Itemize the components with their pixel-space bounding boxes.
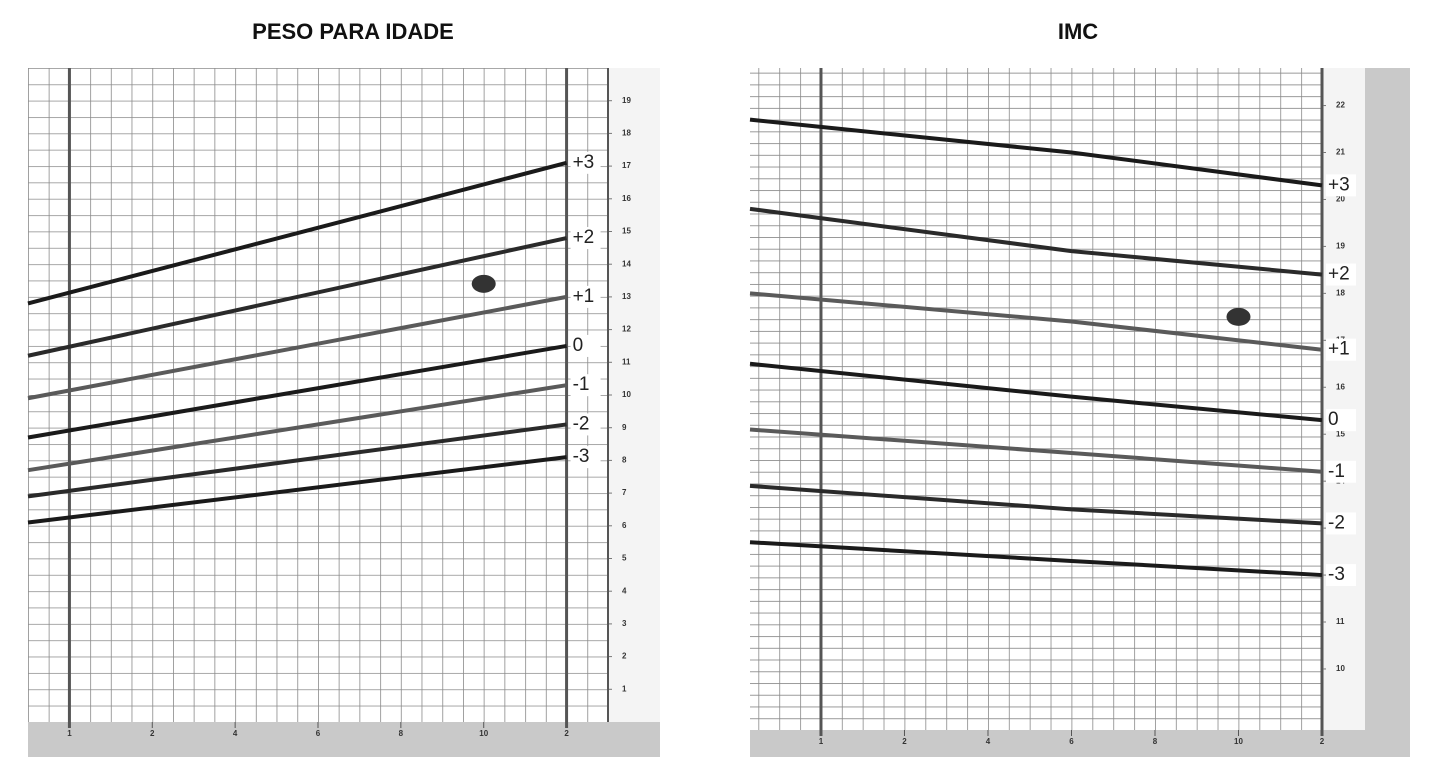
- series-label-bg: [570, 151, 601, 174]
- series-label-bg: [1326, 460, 1356, 483]
- series-label: -2: [1328, 512, 1345, 533]
- series-label: +1: [573, 286, 595, 307]
- series-label-bg: [1326, 409, 1356, 432]
- series-label-bg: [1326, 564, 1356, 587]
- series-label-bg: [1326, 512, 1356, 535]
- series-label: +2: [1328, 264, 1350, 285]
- y-tick-label: 1: [622, 684, 627, 693]
- series-label: -3: [573, 446, 590, 467]
- series-label-bg: [570, 446, 601, 469]
- y-tick-label: 2: [622, 652, 627, 661]
- chart-title: PESO PARA IDADE: [252, 19, 454, 44]
- y-tick-label: 18: [1336, 288, 1345, 297]
- series-label-bg: [570, 374, 601, 397]
- z-score-curve: [27, 383, 567, 473]
- x-tick-label: 2: [564, 729, 569, 738]
- label-strip: [608, 68, 660, 722]
- series-label-bg: [1326, 338, 1356, 361]
- plot-area: [750, 68, 1322, 730]
- series-label: -1: [573, 374, 590, 395]
- y-tick-label: 6: [622, 521, 627, 530]
- y-tick-label: 22: [1336, 101, 1345, 110]
- series-label-bg: [1326, 263, 1356, 286]
- series-label-bg: [570, 334, 601, 357]
- y-tick-label: 5: [622, 554, 627, 563]
- z-score-curve: [27, 455, 567, 525]
- x-tick-label: 1: [819, 737, 824, 746]
- y-tick-label: 4: [622, 586, 627, 595]
- y-tick-label: 19: [622, 96, 631, 105]
- y-tick-label: 15: [622, 227, 631, 236]
- z-score-curve: [749, 206, 1323, 277]
- z-score-curve: [749, 540, 1323, 578]
- y-tick-label: 16: [1336, 382, 1345, 391]
- x-tick-label: 4: [233, 729, 238, 738]
- label-strip: [1322, 68, 1365, 730]
- series-label: +3: [1328, 174, 1350, 195]
- z-score-curve: [27, 294, 567, 401]
- y-tick-label: 17: [622, 161, 631, 170]
- z-score-curve: [749, 361, 1323, 423]
- y-tick-label: 13: [622, 292, 631, 301]
- y-tick-label: 18: [622, 129, 631, 138]
- x-tick-label: 2: [150, 729, 155, 738]
- series-label: -2: [573, 413, 590, 434]
- series-label: 0: [1328, 409, 1339, 430]
- y-tick-label: 10: [1336, 664, 1345, 673]
- plot-area: [28, 68, 608, 722]
- y-tick-label: 8: [622, 456, 627, 465]
- series-label: 0: [573, 335, 584, 356]
- x-tick-label: 6: [1069, 737, 1074, 746]
- z-score-curve: [749, 427, 1323, 474]
- series-label-bg: [570, 413, 601, 436]
- series-label-bg: [570, 285, 601, 308]
- z-score-curve: [749, 483, 1323, 526]
- series-label: -3: [1328, 564, 1345, 585]
- x-tick-label: 4: [986, 737, 991, 746]
- z-score-curve: [27, 343, 567, 440]
- y-tick-label: 3: [622, 619, 627, 628]
- y-tick-label: 20: [1336, 195, 1345, 204]
- y-tick-label: 14: [622, 259, 631, 268]
- x-tick-label: 8: [399, 729, 404, 738]
- y-tick-label: 21: [1336, 148, 1345, 157]
- series-label-bg: [570, 227, 601, 250]
- y-tick-label: 11: [1336, 617, 1345, 626]
- z-score-curve: [27, 160, 568, 306]
- x-tick-label: 10: [1234, 737, 1243, 746]
- series-label: -1: [1328, 461, 1345, 482]
- x-tick-label: 6: [316, 729, 321, 738]
- x-tick-label: 2: [902, 737, 907, 746]
- y-tick-label: 10: [622, 390, 631, 399]
- series-label-bg: [1326, 174, 1356, 197]
- x-tick-label: 10: [479, 729, 488, 738]
- y-tick-label: 12: [622, 325, 631, 334]
- y-tick-label: 19: [1336, 242, 1345, 251]
- y-tick-label: 7: [622, 488, 627, 497]
- y-tick-label: 9: [622, 423, 627, 432]
- z-score-curve: [749, 291, 1323, 352]
- patient-point: [1226, 307, 1251, 326]
- z-score-curve: [749, 117, 1323, 188]
- chart-title: IMC: [1058, 19, 1098, 44]
- patient-point: [471, 274, 496, 293]
- z-score-curve: [27, 236, 567, 358]
- y-tick-label: 11: [622, 357, 631, 366]
- x-tick-label: 8: [1153, 737, 1158, 746]
- y-tick-label: 15: [1336, 429, 1345, 438]
- x-tick-label: 2: [1320, 737, 1325, 746]
- x-tick-label: 1: [67, 729, 72, 738]
- series-label: +2: [573, 227, 595, 248]
- z-score-curve: [27, 422, 567, 499]
- series-label: +3: [573, 152, 595, 173]
- y-tick-label: 16: [622, 194, 631, 203]
- series-label: +1: [1328, 339, 1350, 360]
